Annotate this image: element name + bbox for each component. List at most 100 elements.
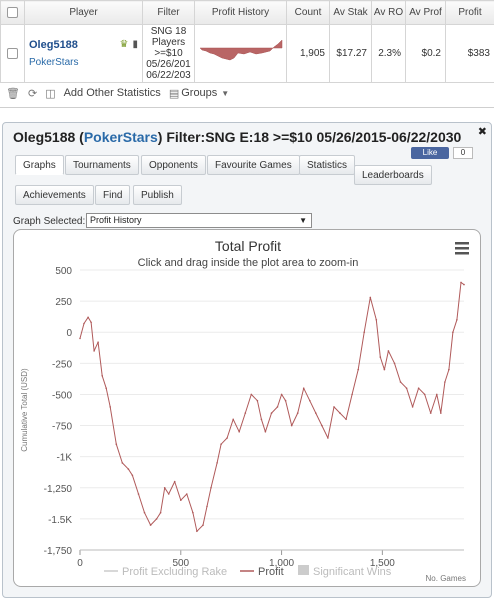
- tab-statistics[interactable]: Statistics: [299, 155, 356, 175]
- phone-icon[interactable]: ▮: [132, 39, 138, 50]
- legend-significant-wins[interactable]: Significant Wins: [313, 566, 392, 578]
- groups-dropdown[interactable]: ▤ Groups ▼: [169, 87, 229, 100]
- dialog-site-link[interactable]: PokerStars: [83, 129, 158, 145]
- profit-data-point: [87, 316, 89, 319]
- profit-data-point: [357, 368, 360, 371]
- add-columns-icon: ◫: [45, 87, 56, 100]
- table-header-row: Player Filter Profit History Count Av St…: [0, 0, 494, 25]
- profit-data-point: [456, 319, 458, 321]
- profit-data-point: [83, 322, 85, 325]
- table-toolbar: 🗑 ⟳ ◫ Add Other Statistics ▤ Groups ▼: [0, 83, 494, 103]
- profit-chart-container[interactable]: Total Profit Click and drag inside the pl…: [13, 229, 481, 587]
- profit-data-point: [105, 387, 107, 389]
- profit-data-point: [163, 487, 166, 489]
- x-tick-label: 500: [172, 558, 189, 569]
- delete-icon[interactable]: 🗑: [6, 87, 20, 100]
- profit-data-point: [309, 399, 311, 402]
- filter-line: 05/26/201: [146, 59, 191, 70]
- legend-excl-rake[interactable]: Profit Excluding Rake: [122, 566, 227, 578]
- profit-data-point: [256, 399, 259, 402]
- legend-profit[interactable]: Profit: [258, 566, 284, 578]
- results-table: Player Filter Profit History Count Av St…: [0, 0, 494, 83]
- results-panel: Player Filter Profit History Count Av St…: [0, 0, 494, 108]
- dialog-site-close: ): [157, 129, 163, 145]
- count-value: 1,905: [286, 24, 330, 83]
- header-av-profit[interactable]: Av Prof: [405, 0, 446, 25]
- profit-data-point: [264, 431, 267, 433]
- tab-find[interactable]: Find: [95, 185, 131, 205]
- tab-graphs[interactable]: Graphs: [15, 155, 64, 175]
- x-tick-label: 1,000: [269, 558, 294, 569]
- profit-data-point: [220, 443, 222, 445]
- profit-data-point: [250, 393, 253, 396]
- profit-data-point: [351, 393, 353, 396]
- header-profit[interactable]: Profit: [445, 0, 494, 25]
- add-statistics-button[interactable]: ◫ Add Other Statistics: [45, 87, 161, 100]
- close-icon[interactable]: ✖: [477, 126, 487, 138]
- profit-data-point: [93, 350, 95, 352]
- header-av-stake[interactable]: Av Stak: [329, 0, 372, 25]
- tab-leaderboards[interactable]: Leaderboards: [354, 165, 432, 185]
- player-name-link[interactable]: Oleg5188: [29, 39, 78, 51]
- profit-data-point: [423, 393, 426, 396]
- tab-opponents[interactable]: Opponents: [141, 155, 206, 175]
- filter-cell: SNG 18 Players >=$10 05/26/201 06/22/203: [142, 24, 195, 83]
- refresh-icon[interactable]: ⟳: [27, 87, 38, 100]
- profit-data-point: [448, 368, 450, 371]
- profit-data-point: [121, 462, 124, 464]
- profit-data-point: [345, 418, 347, 421]
- profit-history-sparkline[interactable]: [194, 24, 287, 83]
- profit-data-point: [315, 412, 317, 414]
- filter-line: >=$10: [154, 48, 183, 59]
- profit-data-point: [192, 511, 194, 514]
- select-all-checkbox[interactable]: [0, 0, 25, 25]
- y-axis-label: Cumulative Total (USD): [20, 368, 29, 452]
- profit-data-point: [290, 424, 293, 427]
- dialog-site-open: (: [79, 129, 84, 145]
- profit-data-point: [276, 406, 279, 408]
- profit-data-point: [417, 387, 420, 389]
- profit-data-point: [270, 412, 273, 414]
- header-filter[interactable]: Filter: [142, 0, 195, 25]
- profit-data-point: [180, 499, 182, 502]
- header-player[interactable]: Player: [24, 0, 143, 25]
- y-tick-label: -250: [52, 359, 72, 370]
- tab-favourite-games[interactable]: Favourite Games: [207, 155, 300, 175]
- profit-data-point: [436, 393, 438, 396]
- profit-chart[interactable]: Total Profit Click and drag inside the pl…: [14, 230, 481, 587]
- profit-data-point: [167, 493, 170, 495]
- header-count[interactable]: Count: [286, 0, 330, 25]
- filter-line: SNG 18: [150, 26, 187, 37]
- tab-tournaments[interactable]: Tournaments: [65, 155, 139, 175]
- menu-icon[interactable]: [455, 252, 469, 255]
- row-checkbox[interactable]: [0, 24, 25, 83]
- graph-type-value: Profit History: [90, 215, 142, 225]
- graph-type-select[interactable]: Profit History ▼: [86, 213, 312, 228]
- profit-data-point: [327, 437, 329, 439]
- header-profit-history[interactable]: Profit History: [194, 0, 287, 25]
- table-row[interactable]: Oleg5188 PokerStars ♛ ▮ SNG 18 Players >=…: [0, 24, 494, 83]
- tab-achievements[interactable]: Achievements: [15, 185, 94, 205]
- profit-data-point: [260, 418, 263, 421]
- profit-data-point: [339, 412, 341, 414]
- profit-data-point: [143, 511, 146, 514]
- profit-data-point: [369, 296, 372, 299]
- filter-line: 06/22/203: [146, 70, 191, 81]
- y-tick-label: -500: [52, 390, 72, 401]
- profit-data-point: [206, 505, 208, 508]
- profit-data-point: [440, 412, 442, 414]
- profit-data-point: [444, 381, 446, 383]
- profit-data-point: [115, 443, 118, 445]
- profit-data-point: [411, 406, 414, 408]
- profit-data-point: [321, 424, 323, 427]
- trophy-icon[interactable]: ♛: [119, 39, 129, 50]
- profit-data-point: [379, 356, 382, 358]
- header-av-roi[interactable]: Av RO: [371, 0, 406, 25]
- filter-line: Players: [151, 37, 186, 48]
- profit-data-point: [131, 474, 134, 477]
- x-tick-label: 0: [77, 558, 83, 569]
- tab-publish[interactable]: Publish: [133, 185, 182, 205]
- facebook-like-button[interactable]: Like: [411, 147, 449, 159]
- profit-data-point: [375, 319, 378, 321]
- site-link[interactable]: PokerStars: [29, 57, 79, 68]
